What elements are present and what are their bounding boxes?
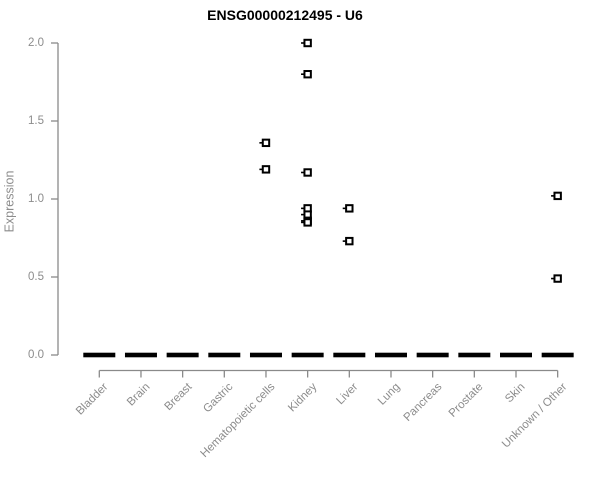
zero-expression-dash: [124, 352, 157, 358]
data-point-marker: [553, 191, 562, 201]
data-point-marker: [345, 204, 354, 213]
zero-expression-dash: [291, 352, 324, 358]
y-tick-label: 1.5: [28, 114, 44, 127]
data-point-marker: [303, 38, 312, 48]
data-point-marker: [261, 165, 271, 174]
data-point-marker: [345, 236, 354, 246]
zero-expression-dash: [374, 352, 407, 358]
data-point-marker: [553, 274, 562, 283]
data-point-marker: [303, 70, 312, 79]
zero-expression-dash: [249, 352, 282, 358]
zero-expression-dash: [208, 352, 241, 358]
zero-expression-dash: [333, 352, 366, 358]
zero-expression-dash: [541, 352, 574, 358]
y-tick-label: 1.0: [28, 192, 44, 205]
zero-expression-dash: [166, 352, 199, 358]
data-point-marker: [303, 168, 312, 177]
zero-expression-dash: [83, 352, 116, 358]
y-tick-label: 0.5: [28, 270, 44, 283]
zero-expression-dash: [500, 352, 532, 358]
data-point-marker: [261, 138, 271, 148]
data-point-marker: [303, 218, 312, 227]
chart-title: ENSG00000212495 - U6: [207, 7, 363, 23]
y-tick-label: 0.0: [28, 348, 44, 361]
zero-expression-dash: [416, 352, 449, 358]
zero-expression-dash: [458, 352, 491, 358]
y-tick-label: 2.0: [28, 36, 44, 49]
